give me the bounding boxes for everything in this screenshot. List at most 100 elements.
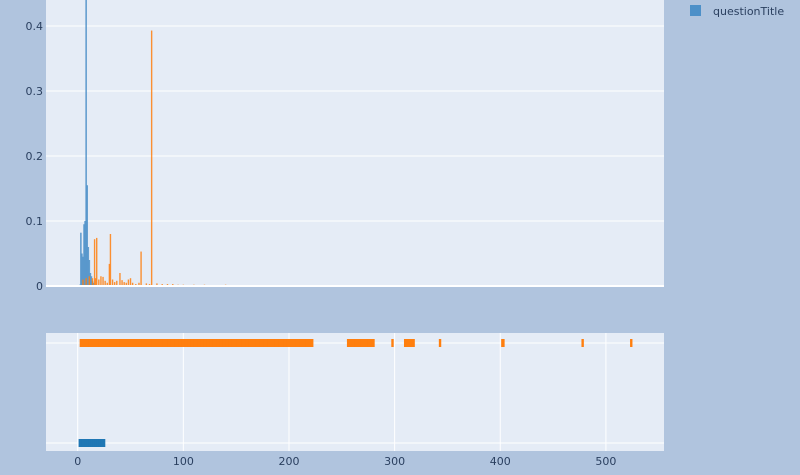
rug-dense-band [236, 339, 242, 347]
rug-dense-band [348, 339, 355, 347]
histogram-bar [125, 282, 127, 286]
rug-dense-band [109, 339, 120, 347]
rug-dense-band [219, 339, 223, 347]
legend-label: questionTitle [713, 5, 784, 18]
rug-dense-band [187, 339, 191, 347]
main-plot-background [46, 0, 664, 286]
histogram-bar [96, 237, 98, 286]
histogram-bar [86, 185, 88, 286]
histogram-bar [87, 247, 90, 286]
histogram-bar [113, 282, 116, 286]
histogram-bar [145, 283, 148, 286]
rug-dense-band [84, 439, 87, 447]
rug-dense-band [231, 339, 237, 347]
y-tick-label: 0.4 [26, 20, 44, 33]
rug-dense-band [305, 339, 313, 347]
rug-dense-band [502, 339, 504, 347]
histogram-bar [82, 256, 84, 286]
histogram-bar [85, 278, 87, 286]
histogram-bar [90, 276, 93, 286]
histogram-bar [138, 282, 140, 286]
histogram-bar [156, 283, 158, 286]
histogram-bar [123, 282, 125, 286]
rug-dense-band [181, 339, 185, 347]
rug-dense-band [130, 339, 142, 347]
rug-dense-band [170, 339, 175, 347]
histogram-bar [92, 282, 95, 286]
histogram-bar [84, 221, 86, 286]
main-bars [79, 0, 584, 286]
rug-dense-band [212, 339, 217, 347]
rug-dense-band [94, 439, 97, 447]
histogram-bar [102, 276, 104, 286]
histogram-bar [85, 0, 87, 286]
rug-marks [78, 339, 633, 447]
rug-dense-band [88, 439, 91, 447]
histogram-bar [119, 273, 121, 286]
rug-dense-band [96, 439, 99, 447]
histogram-bar [127, 279, 130, 286]
rug-dense-band [190, 339, 194, 347]
histogram-bar [150, 30, 153, 286]
x-tick-label: 100 [173, 455, 194, 468]
rug-dense-band [263, 339, 268, 347]
histogram-bar [116, 280, 118, 286]
rug-dense-band [178, 339, 182, 347]
rug-dense-band [206, 339, 210, 347]
rug-dense-band [203, 339, 207, 347]
rug-dense-band [88, 339, 99, 347]
histogram-bar [98, 279, 100, 286]
histogram-bar [131, 282, 134, 286]
histogram-bar [83, 224, 85, 286]
rug-dense-band [86, 439, 89, 447]
rug-dense-band [222, 339, 226, 347]
rug-dense-band [162, 339, 168, 347]
rug-dense-band [216, 339, 220, 347]
rug-dense-band [367, 339, 374, 347]
rug-dense-band [405, 339, 414, 347]
rug-dense-band [274, 339, 279, 347]
rug-dense-band [248, 339, 252, 347]
rug-dense-band [151, 339, 163, 347]
histogram-bar [100, 276, 102, 286]
rug-dense-band [119, 339, 131, 347]
rug-dense-band [209, 339, 213, 347]
rug-dense-band [90, 439, 93, 447]
x-tick-label: 400 [490, 455, 511, 468]
rug-dense-band [252, 339, 256, 347]
rug-dense-band [81, 439, 85, 447]
legend[interactable]: questionTitle [690, 5, 784, 18]
histogram-bar [129, 278, 132, 286]
rug-dense-band [225, 339, 229, 347]
histogram-bar [81, 253, 83, 286]
rug-dense-band [245, 339, 249, 347]
rug-dense-band [354, 339, 361, 347]
histogram-bar [121, 280, 123, 286]
histogram-bar [80, 232, 82, 286]
histogram-bar [93, 239, 96, 286]
histogram-bar [82, 279, 84, 286]
main-grid [46, 25, 664, 222]
rug-dense-band [241, 339, 246, 347]
histogram-bar [89, 273, 92, 286]
histogram-bar [106, 282, 108, 286]
rug-dense-band [98, 439, 101, 447]
rug-dense-band [200, 339, 204, 347]
histogram-bar [88, 260, 91, 286]
rug-dense-band [197, 339, 201, 347]
rug-dense-band [80, 339, 89, 347]
y-tick-label: 0.3 [26, 85, 44, 98]
y-tick-label: 0.2 [26, 150, 44, 163]
legend-item[interactable]: questionTitle [690, 5, 784, 18]
rug-dense-band [299, 339, 306, 347]
histogram-bar [140, 251, 142, 286]
x-tick-label: 300 [384, 455, 405, 468]
x-tick-label: 0 [74, 455, 81, 468]
rug-dense-band [283, 339, 287, 347]
rug-dense-band [98, 339, 110, 347]
rug-dense-band [259, 339, 264, 347]
rug-plot-background [46, 333, 664, 451]
y-tick-label: 0.1 [26, 215, 44, 228]
